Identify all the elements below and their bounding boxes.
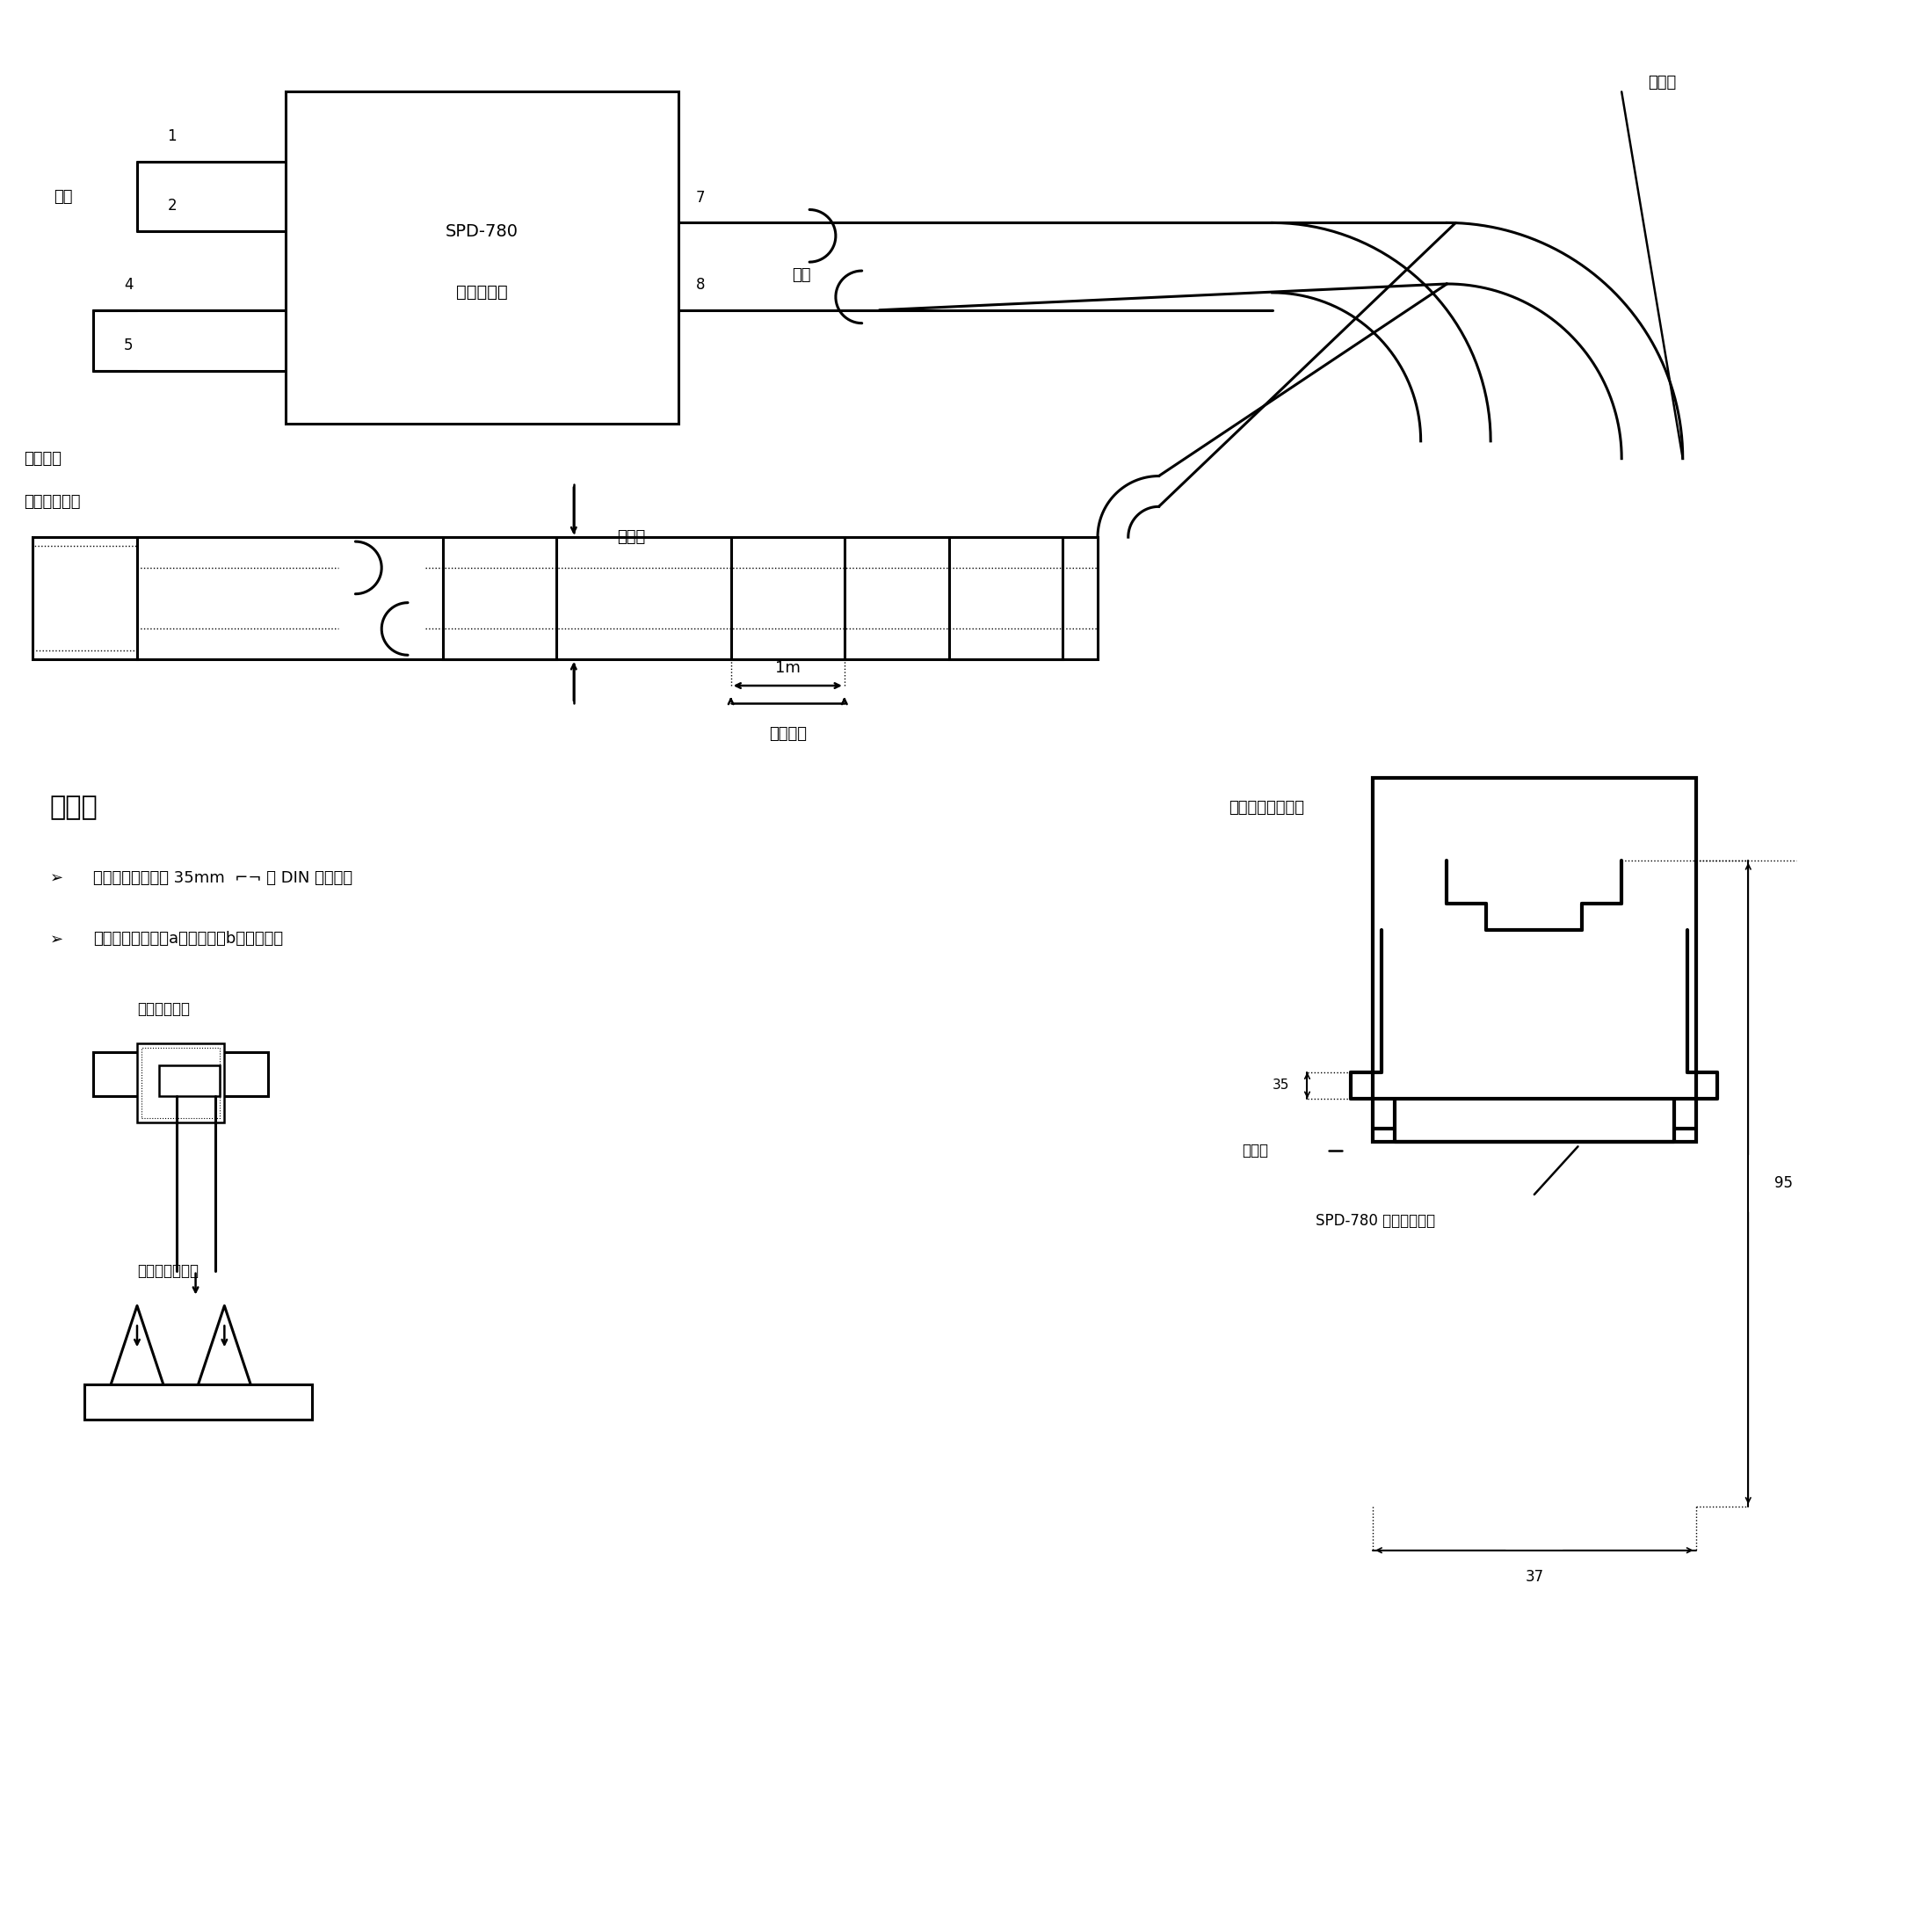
Text: 检测线: 检测线 [617, 529, 646, 545]
Text: 连接主机: 连接主机 [23, 450, 62, 466]
Text: SPD-780: SPD-780 [446, 222, 519, 240]
Bar [136, 1043, 225, 1122]
Text: 95: 95 [1774, 1175, 1793, 1192]
Bar [94, 1053, 267, 1095]
Text: 2: 2 [167, 199, 177, 214]
Text: 适配器安装示意图: 适配器安装示意图 [1228, 800, 1305, 815]
Text: 安装夹示意图: 安装夹示意图 [136, 1001, 190, 1016]
Text: 双面胶夹示意图: 双面胶夹示意图 [136, 1264, 198, 1279]
Bar [286, 91, 678, 423]
Text: 1m: 1m [775, 661, 800, 676]
Text: 标准配置: 标准配置 [769, 726, 807, 742]
Text: 输入: 输入 [792, 267, 811, 284]
Ellipse shape [1605, 1074, 1674, 1095]
Text: 4: 4 [123, 276, 133, 292]
Bar [1372, 777, 1695, 1142]
Text: 电源: 电源 [54, 189, 73, 205]
Bar [85, 1385, 311, 1420]
Text: 检测线安装方式：a、安装夹；b、双面胶夹: 检测线安装方式：a、安装夹；b、双面胶夹 [94, 931, 283, 947]
Ellipse shape [1413, 1074, 1482, 1095]
Bar [33, 537, 136, 659]
Bar [136, 537, 1097, 659]
Text: 信号线: 信号线 [1647, 75, 1676, 91]
Bar [442, 537, 555, 659]
Bar [142, 1047, 219, 1119]
Text: 37: 37 [1524, 1569, 1543, 1584]
Text: ➢: ➢ [50, 931, 63, 947]
Text: ➢: ➢ [50, 869, 63, 885]
Text: 35: 35 [1272, 1078, 1290, 1092]
Ellipse shape [1509, 1074, 1578, 1095]
Bar [949, 537, 1063, 659]
Bar [33, 547, 136, 651]
Text: 水浸适配器: 水浸适配器 [456, 284, 507, 301]
Text: 开关量输入端: 开关量输入端 [23, 495, 81, 510]
Text: 安装：: 安装： [50, 796, 98, 821]
Text: 适配器固定在标准 35mm  ⌐¬ 型 DIN 导轨槽。: 适配器固定在标准 35mm ⌐¬ 型 DIN 导轨槽。 [94, 869, 354, 885]
Text: 导轨槽: 导轨槽 [1242, 1144, 1269, 1159]
Text: 1: 1 [167, 128, 177, 145]
Bar [730, 537, 844, 659]
Text: 5: 5 [123, 338, 133, 354]
Text: 8: 8 [696, 276, 705, 292]
Text: 7: 7 [696, 189, 705, 205]
Text: SPD-780 水浸适配器底: SPD-780 水浸适配器底 [1317, 1213, 1436, 1229]
Bar [160, 1066, 219, 1095]
